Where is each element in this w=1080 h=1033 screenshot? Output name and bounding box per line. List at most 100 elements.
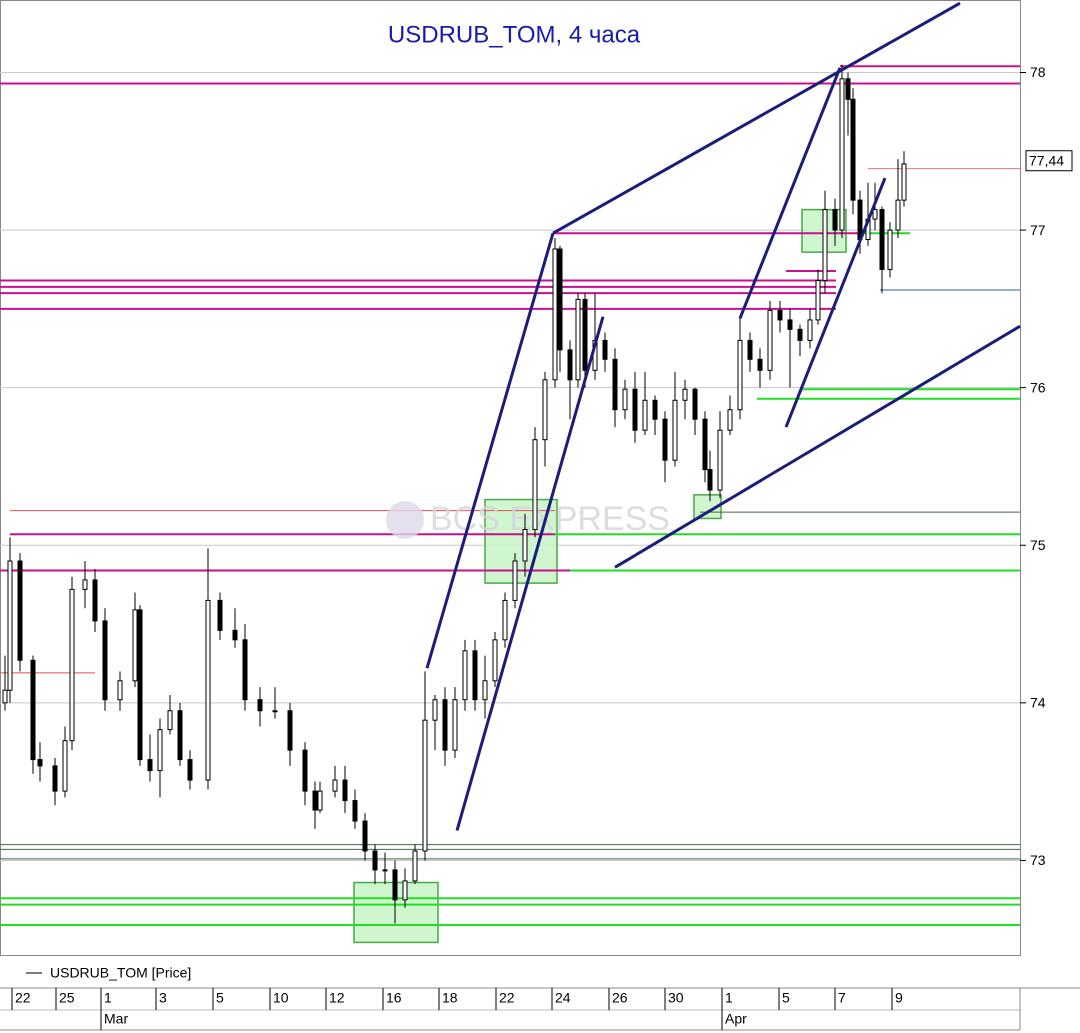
month-label: Apr [725, 1011, 747, 1027]
trend-line [455, 316, 605, 831]
candle-body [552, 248, 558, 381]
candle-body [352, 800, 358, 822]
candle-body [850, 98, 856, 201]
candle-body [717, 429, 723, 491]
x-tick-label: 26 [612, 990, 628, 1006]
candle-body [642, 399, 648, 431]
layer [2, 1, 1021, 924]
candle-body [787, 319, 793, 330]
plot-frame [0, 0, 1021, 956]
candle-body [205, 599, 211, 781]
trend-line [614, 324, 1021, 569]
x-tick-label: 3 [159, 990, 167, 1006]
candle-body [312, 790, 318, 811]
x-tick-label: 16 [386, 990, 402, 1006]
candle-body [2, 689, 8, 704]
candle-body [845, 78, 851, 100]
x-tick-label: 22 [15, 990, 31, 1006]
zone-box [484, 498, 558, 584]
candle-body [807, 319, 813, 341]
candle-body [532, 439, 538, 531]
candle-body [432, 699, 438, 721]
y-tick-label: 74 [1030, 695, 1046, 711]
candle-body [832, 209, 838, 231]
candle-body [662, 418, 668, 461]
x-tick-label: 22 [499, 990, 515, 1006]
candle-body [602, 339, 608, 360]
candle-body [217, 599, 223, 631]
x-tick-label: 24 [555, 990, 571, 1006]
x-tick-label: 30 [668, 990, 684, 1006]
legend-label: USDRUB_TOM [Price] [50, 965, 191, 981]
candle-body [462, 650, 468, 701]
candle-body [542, 379, 548, 441]
candle-body [332, 779, 338, 792]
candle-body [132, 609, 138, 682]
candle-body [92, 579, 98, 622]
y-tick-label: 77 [1030, 222, 1046, 238]
candle-body [382, 869, 388, 872]
candle-body [412, 850, 418, 882]
candle-body [839, 78, 845, 231]
candle-body [317, 790, 323, 811]
x-tick-label: 18 [442, 990, 458, 1006]
candle-body [815, 280, 821, 321]
candle-body [30, 659, 36, 761]
candle-body [692, 388, 698, 420]
candle-body [82, 579, 88, 590]
chart-title: USDRUB_TOM, 4 часа [388, 21, 641, 48]
candle-body [472, 650, 478, 701]
x-tick-label: 1 [725, 990, 733, 1006]
x-tick-label: 1 [104, 990, 112, 1006]
candle-body [147, 759, 153, 772]
candle-body [362, 820, 368, 852]
trend-line [738, 67, 842, 319]
candle-body [102, 620, 108, 701]
candle-body [557, 248, 563, 351]
candle-body [137, 609, 143, 761]
candle-body [232, 629, 238, 641]
candle-body [17, 560, 23, 661]
candle-body [632, 388, 638, 431]
candle-body [167, 710, 173, 731]
candle-body [272, 710, 278, 713]
candle-body [69, 588, 75, 742]
candle-body [52, 765, 58, 792]
watermark-logo [386, 501, 424, 539]
candle-body [302, 749, 308, 792]
x-tick-label: 7 [838, 990, 846, 1006]
trend-line [784, 177, 887, 428]
candle-body [872, 209, 878, 220]
candle-body [879, 209, 885, 270]
candle-body [372, 850, 378, 871]
candle-body [672, 399, 678, 461]
candle-body [177, 710, 183, 761]
candle-body [887, 229, 893, 270]
last-price-box [1025, 150, 1073, 172]
candle-body [767, 309, 773, 371]
x-tick-label: 5 [782, 990, 790, 1006]
candle-body [727, 409, 733, 431]
trend-line [552, 1, 961, 235]
candle-body [822, 209, 828, 282]
y-tick-label: 76 [1030, 379, 1046, 395]
candle-body [582, 298, 588, 371]
x-tick-label: 5 [216, 990, 224, 1006]
candle-body [492, 639, 498, 682]
candle-body [257, 699, 263, 712]
trend-line [425, 232, 555, 669]
x-tick-label: 10 [273, 990, 289, 1006]
x-tick-label: 12 [329, 990, 345, 1006]
month-label: Mar [104, 1011, 128, 1027]
candle-body [901, 163, 907, 201]
candle-body [187, 759, 193, 781]
candle-body [512, 560, 518, 601]
candle-body [502, 599, 508, 641]
candle-body [392, 869, 398, 901]
candle-body [757, 358, 763, 371]
candle-body [612, 358, 618, 411]
candle-body [895, 199, 901, 231]
candle-body [117, 680, 123, 701]
candle-body [287, 710, 293, 751]
candle-body [747, 339, 753, 360]
